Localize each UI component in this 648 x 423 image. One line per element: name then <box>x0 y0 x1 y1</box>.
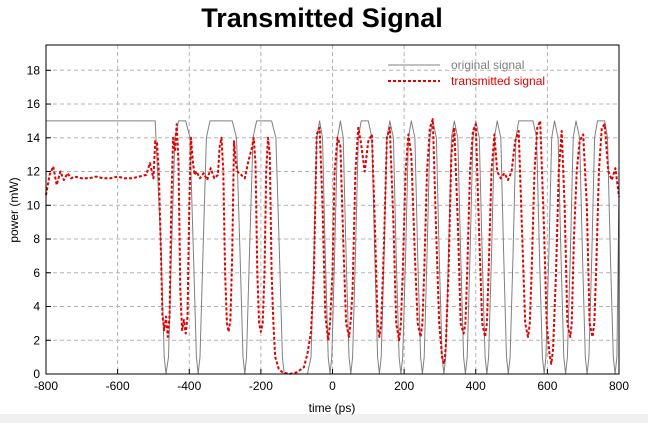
y-tick-label: 14 <box>27 131 41 145</box>
x-tick-label: -400 <box>177 379 201 393</box>
legend-label-transmitted-signal: transmitted signal <box>451 74 545 88</box>
x-tick-label: 0 <box>329 379 336 393</box>
bottom-strip <box>0 414 648 423</box>
x-tick-label: -200 <box>249 379 273 393</box>
y-tick-label: 10 <box>27 198 41 212</box>
series-layer <box>45 118 620 375</box>
x-tick-label: 400 <box>466 379 486 393</box>
y-axis-label: power (mW) <box>7 177 21 242</box>
x-axis-label: time (ps) <box>309 401 356 415</box>
y-tick-label: 6 <box>33 266 40 280</box>
series-line-transmitted-signal <box>45 118 620 375</box>
series-line-original-signal <box>46 120 620 375</box>
y-tick-label: 2 <box>33 333 40 347</box>
x-tick-label: 800 <box>609 379 629 393</box>
y-tick-label: 4 <box>33 300 40 314</box>
x-tick-label: -800 <box>34 379 58 393</box>
x-tick-label: 200 <box>394 379 414 393</box>
x-tick-label: 600 <box>537 379 557 393</box>
y-tick-label: 0 <box>33 367 40 381</box>
x-tick-label: -600 <box>106 379 130 393</box>
legend-label-original-signal: original signal <box>451 58 524 72</box>
chart-title: Transmitted Signal <box>201 3 443 33</box>
tick-layer: -800 -600 -400 -200 0 200 400 600 800 0 2 4 6 8 10 12 14… <box>27 63 630 393</box>
y-tick-label: 8 <box>33 232 40 246</box>
legend: original signal transmitted signal <box>388 58 545 88</box>
y-tick-label: 12 <box>27 165 41 179</box>
y-tick-label: 16 <box>27 97 41 111</box>
y-tick-label: 18 <box>27 63 41 77</box>
